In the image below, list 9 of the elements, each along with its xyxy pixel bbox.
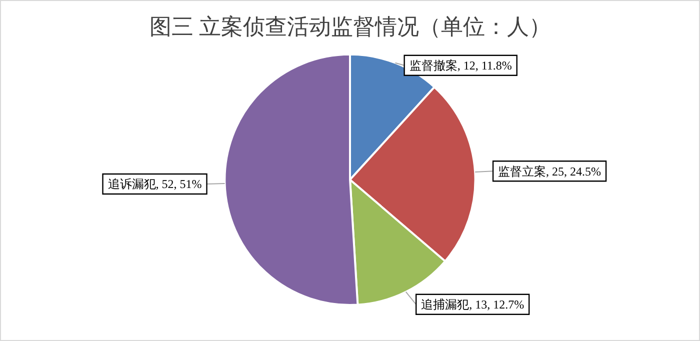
slice-label: 追捕漏犯 xyxy=(421,298,470,312)
data-label: , 52, 51% xyxy=(156,177,202,192)
slice-label: 监督撤案 xyxy=(409,58,458,73)
data-label: , 13, 12.7% xyxy=(469,298,524,312)
data-label: , 12, 11.8% xyxy=(457,58,512,73)
slice-label: 监督立案 xyxy=(498,164,546,178)
slice-label: 追诉漏犯 xyxy=(108,177,156,192)
chart-title: 图三 立案侦查活动监督情况（单位：人） xyxy=(149,14,551,39)
data-label: , 25, 24.5% xyxy=(546,164,602,178)
